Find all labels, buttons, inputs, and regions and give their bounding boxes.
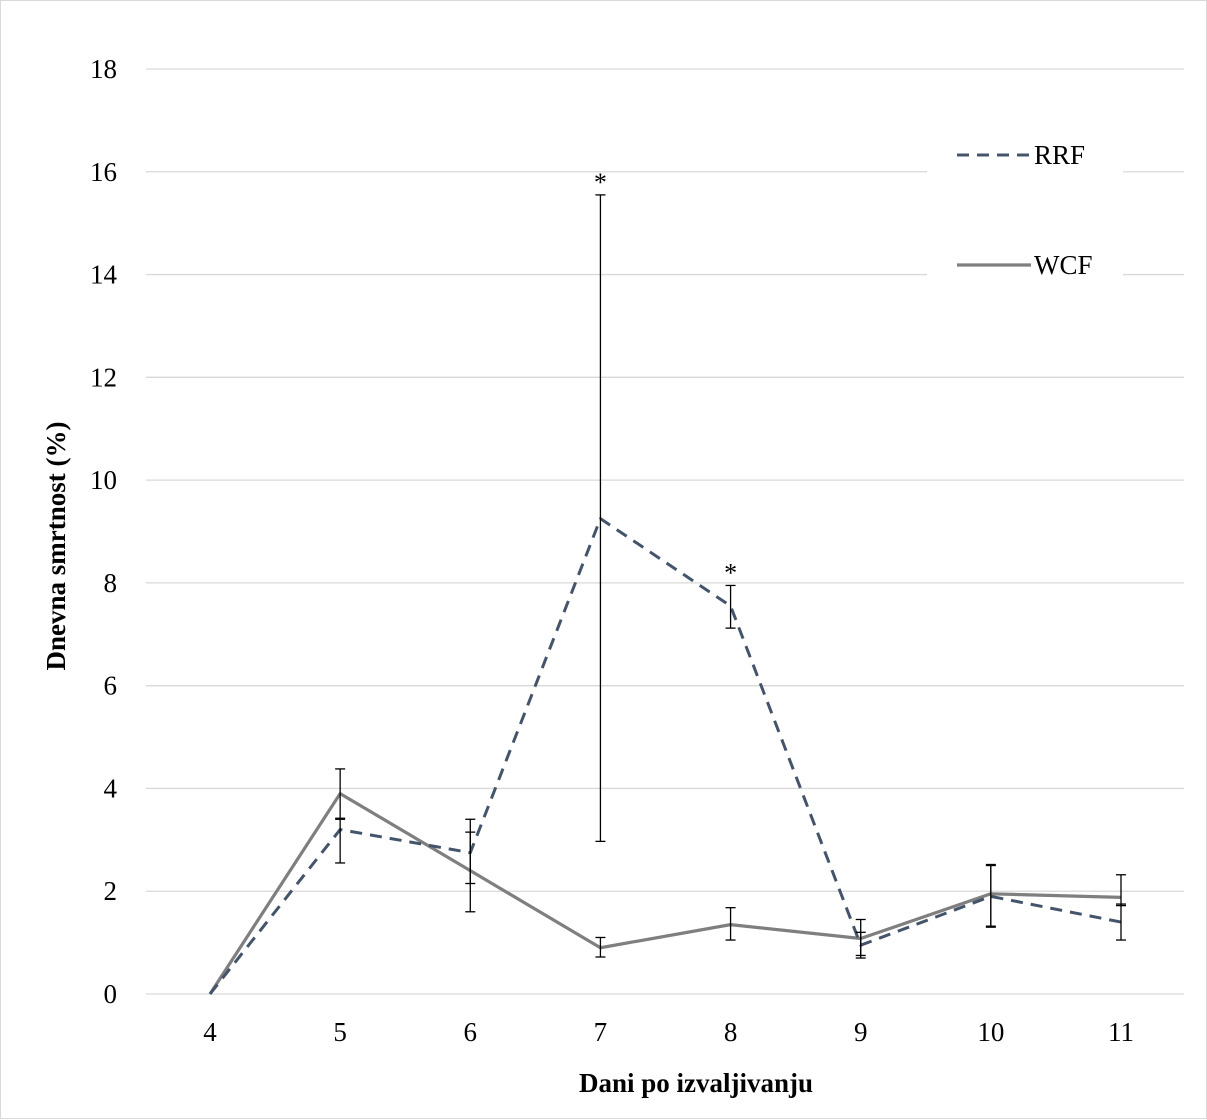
error-bar-rrf-5 <box>335 818 346 864</box>
legend-item-wcf: WCF <box>957 250 1093 280</box>
error-bar-rrf-8 <box>725 584 736 629</box>
y-axis-title: Dnevna smrtnost (%) <box>41 422 71 671</box>
error-bar-wcf-11 <box>1116 874 1126 907</box>
y-tick-label-6: 6 <box>104 671 118 701</box>
gridlines <box>146 68 1184 995</box>
error-bar-wcf-6 <box>465 831 476 885</box>
series-lines <box>208 517 1122 995</box>
error-bar-wcf-8 <box>725 907 736 941</box>
x-axis-title: Dani po izvaljivanju <box>579 1068 813 1098</box>
y-tick-label-14: 14 <box>90 260 118 290</box>
series-line-wcf <box>208 791 1122 995</box>
x-tick-labels: 4 5 6 7 8 9 10 11 <box>203 1017 1134 1047</box>
y-tick-label-2: 2 <box>104 876 118 906</box>
error-bar-wcf-5 <box>335 768 346 819</box>
x-tick-label-10: 10 <box>977 1017 1004 1047</box>
y-tick-labels: 0 2 4 6 8 10 12 14 16 18 <box>90 54 118 1009</box>
legend-label-wcf: WCF <box>1034 250 1093 280</box>
y-tick-label-12: 12 <box>90 362 117 392</box>
y-tick-label-10: 10 <box>90 465 117 495</box>
error-bar-wcf-10 <box>985 863 996 927</box>
x-tick-label-4: 4 <box>203 1017 217 1047</box>
x-tick-label-9: 9 <box>854 1017 868 1047</box>
error-bars <box>335 194 1126 959</box>
x-tick-label-6: 6 <box>464 1017 478 1047</box>
error-bar-wcf-9 <box>855 918 866 957</box>
significance-marker-7: * <box>594 168 607 197</box>
y-tick-label-16: 16 <box>90 157 117 187</box>
series-line-rrf <box>208 517 1122 995</box>
y-tick-label-18: 18 <box>90 54 117 84</box>
error-bar-wcf-7 <box>595 936 606 958</box>
error-bar-rrf-7 <box>595 194 606 843</box>
legend-background <box>927 121 1123 301</box>
x-tick-label-8: 8 <box>724 1017 738 1047</box>
y-tick-label-4: 4 <box>104 773 118 803</box>
x-tick-label-11: 11 <box>1108 1017 1134 1047</box>
legend-item-rrf: RRF <box>957 140 1085 170</box>
legend: RRF WCF <box>927 121 1123 301</box>
annotations: ** <box>594 168 737 588</box>
legend-label-rrf: RRF <box>1034 140 1085 170</box>
y-tick-label-8: 8 <box>104 568 118 598</box>
significance-marker-8: * <box>724 558 737 587</box>
x-tick-label-5: 5 <box>333 1017 347 1047</box>
x-tick-label-7: 7 <box>594 1017 608 1047</box>
y-tick-label-0: 0 <box>104 979 118 1009</box>
